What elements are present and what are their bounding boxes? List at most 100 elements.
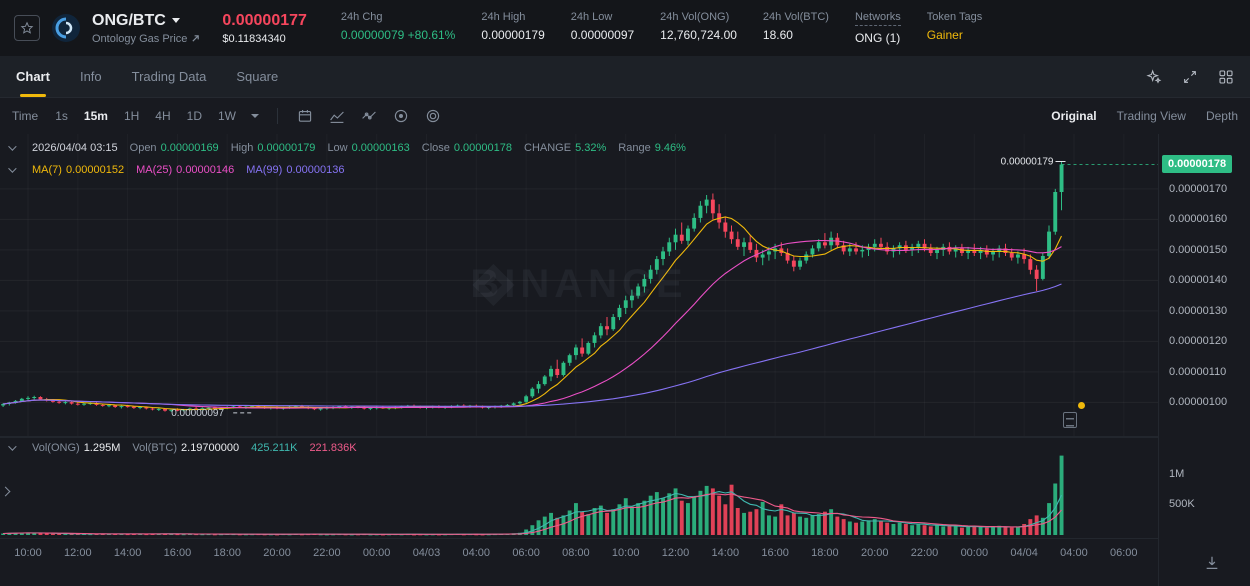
ma99-value: 0.00000136 <box>286 164 345 176</box>
external-link-icon <box>192 35 200 42</box>
settings-icon[interactable] <box>389 104 413 128</box>
volume-legend: Vol(ONG) 1.295M Vol(BTC) 2.19700000 425.21… <box>8 442 357 454</box>
time-axis-label: 18:00 <box>811 547 839 559</box>
last-price: 0.00000177 <box>222 11 307 29</box>
time-axis-label: 04:00 <box>1060 547 1088 559</box>
price-axis-label: 0.00000160 <box>1169 213 1228 226</box>
networks-tooltip-label[interactable]: Networks <box>854 11 901 26</box>
token-logo-icon <box>52 14 80 42</box>
candle-date: 2026/04/04 03:15 <box>32 142 118 154</box>
candlestick-chart[interactable]: 0.00000097 0.00000179 <box>0 134 1158 436</box>
interval-1s[interactable]: 1s <box>48 107 75 125</box>
interval-4h[interactable]: 4H <box>148 107 177 125</box>
time-axis-label: 06:00 <box>1109 547 1138 559</box>
tab-info[interactable]: Info <box>79 69 102 84</box>
change-value: 5.32% <box>575 142 607 154</box>
price-block: 0.00000177 $0.11834340 <box>222 12 307 45</box>
stat-24h-change: 24h Chg 0.00000079 +80.61% <box>340 11 456 42</box>
chevron-down-icon <box>171 18 180 23</box>
time-axis-label: 06:00 <box>512 547 540 559</box>
time-axis-label: 16:00 <box>163 547 192 559</box>
ohlc-legend: 2026/04/04 03:15 Open 0.00000169 High 0.00… <box>8 142 686 154</box>
interval-15m[interactable]: 15m <box>77 107 115 125</box>
time-axis-label: 20:00 <box>860 547 889 559</box>
vol-base-value: 1.295M <box>83 442 121 454</box>
time-axis-label: 04/03 <box>412 547 441 559</box>
header: ONG/BTC Ontology Gas Price 0.00000177 $0… <box>0 0 1250 56</box>
time-axis-label: 08:00 <box>562 547 590 559</box>
ai-sparkle-icon[interactable] <box>1146 68 1162 85</box>
time-axis-label: 00:00 <box>362 547 391 559</box>
axis-settings-icon[interactable] <box>1201 552 1223 574</box>
view-trading-view[interactable]: Trading View <box>1116 109 1186 123</box>
pair-selector[interactable]: ONG/BTC <box>92 12 200 30</box>
close-value: 0.00000178 <box>453 142 512 154</box>
candles-layer <box>1 161 1064 412</box>
interval-1d[interactable]: 1D <box>180 107 209 125</box>
time-axis-label: 18:00 <box>213 547 241 559</box>
time-axis-label: 10:00 <box>14 547 42 559</box>
alert-dot-icon <box>1077 402 1085 409</box>
pair-subtitle-link[interactable]: Ontology Gas Price <box>92 33 200 45</box>
indicators-icon[interactable] <box>357 104 381 128</box>
time-axis-label: 22:00 <box>910 547 939 559</box>
screenshot-icon[interactable] <box>421 104 445 128</box>
time-label: Time <box>12 109 39 123</box>
volume-pane[interactable]: Vol(ONG) 1.295M Vol(BTC) 2.19700000 425.21… <box>0 438 1158 538</box>
stat-24h-vol-quote: 24h Vol(BTC) 18.60 <box>762 11 829 42</box>
interval-1h[interactable]: 1H <box>117 107 146 125</box>
svg-text:0.00000179: 0.00000179 <box>1001 157 1054 168</box>
fullscreen-icon[interactable] <box>1182 69 1198 85</box>
layout-grid-icon[interactable] <box>1218 69 1234 85</box>
stat-24h-vol-base: 24h Vol(ONG) 12,760,724.00 <box>660 11 737 42</box>
collapse-chevron-icon[interactable] <box>8 164 17 173</box>
collapse-chevron-icon[interactable] <box>8 442 17 451</box>
event-marker-icon[interactable] <box>1061 402 1087 430</box>
low-value: 0.00000163 <box>351 142 410 154</box>
pair-name: ONG/BTC <box>92 11 166 29</box>
ma-legend: MA(7) 0.00000152 MA(25) 0.00000146 MA(99) 0… <box>8 164 344 176</box>
price-axis-label: 0.00000170 <box>1169 182 1228 195</box>
time-axis-label: 20:00 <box>263 547 291 559</box>
pane-resize-handle[interactable] <box>0 436 1158 438</box>
svg-text:0.00000097: 0.00000097 <box>171 408 224 419</box>
tab-square[interactable]: Square <box>236 69 279 84</box>
favorite-star-icon[interactable] <box>14 15 40 41</box>
price-axis[interactable]: 0.00000170 0.00000160 0.00000150 0.00000140… <box>1158 134 1250 586</box>
stat-networks: Networks ONG (1) <box>854 11 901 45</box>
time-axis-label: 04/04 <box>1010 547 1038 559</box>
time-axis-label: 12:00 <box>661 547 690 559</box>
stat-token-tags: Token Tags Gainer <box>926 11 983 42</box>
volume-axis-label: 1M <box>1169 467 1185 480</box>
mavol5-value: 425.211K <box>251 442 298 454</box>
stat-24h-high: 24h High 0.00000179 <box>481 11 545 42</box>
time-axis-label: 14:00 <box>711 547 740 559</box>
tab-icons <box>1146 56 1234 97</box>
time-axis-label: 10:00 <box>611 547 640 559</box>
tab-chart[interactable]: Chart <box>16 56 50 97</box>
price-pane[interactable]: BINANCE 0.00000097 0.00000179 2026/04/04 … <box>0 134 1158 436</box>
more-intervals-caret-icon[interactable] <box>250 114 259 118</box>
price-axis-label: 0.00000130 <box>1169 304 1228 317</box>
time-axis[interactable]: 10:00 12:00 14:00 16:00 18:00 20:00 22:00 00:00… <box>0 538 1158 586</box>
view-depth[interactable]: Depth <box>1205 109 1238 123</box>
news-note-icon <box>1062 412 1077 428</box>
ma7-value: 0.00000152 <box>65 164 125 176</box>
view-original[interactable]: Original <box>1051 109 1097 123</box>
chart-toolbar: Time 1s 15m 1H 4H 1D 1W <box>0 98 1250 134</box>
volume-chart[interactable] <box>0 438 1158 538</box>
tab-trading-data[interactable]: Trading Data <box>131 69 207 84</box>
calendar-icon[interactable] <box>293 104 317 128</box>
pane-expand-button[interactable] <box>2 484 14 498</box>
chart-style-icon[interactable] <box>325 104 349 128</box>
price-axis-label: 0.00000100 <box>1169 396 1228 409</box>
interval-1w[interactable]: 1W <box>211 107 243 125</box>
collapse-chevron-icon[interactable] <box>8 142 17 151</box>
volume-axis-label: 500K <box>1169 498 1195 511</box>
plot-column: BINANCE 0.00000097 0.00000179 2026/04/04 … <box>0 134 1158 586</box>
pair-subtitle: Ontology Gas Price <box>92 32 188 45</box>
time-axis-label: 00:00 <box>960 547 989 559</box>
open-value: 0.00000169 <box>160 142 219 154</box>
token-tag-gainer[interactable]: Gainer <box>926 28 963 42</box>
